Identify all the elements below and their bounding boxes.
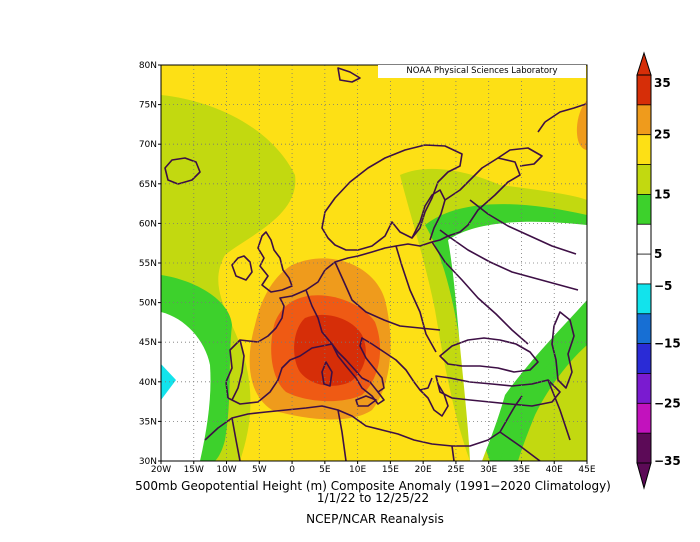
lon-tick-label: 35E: [513, 465, 530, 475]
lime-region-southeast: [518, 345, 587, 461]
colorbar-label: 35: [654, 76, 671, 90]
border-spain-portugal: [231, 339, 245, 401]
lat-tick-label: 70N: [139, 140, 157, 150]
lat-tick-label: 30N: [139, 457, 157, 467]
colorbar-segment: [637, 75, 651, 106]
colorbar-segment: [637, 283, 651, 315]
latitude-axis: 80N 75N 70N 65N 60N 55N 50N 45N 40N 35N 30N: [139, 61, 161, 467]
colorbar: 35 25 15 5 −5 −15 −25 −35: [636, 51, 681, 490]
coast-sardinia: [321, 361, 333, 387]
lon-tick-label: 15E: [382, 465, 399, 475]
colorbar-segment: [637, 343, 651, 374]
colorbar-segment: [637, 433, 651, 464]
colorbar-label: −5: [654, 279, 672, 293]
colorbar-frame: [636, 74, 652, 464]
lat-tick-label: 55N: [139, 259, 157, 269]
border-saudi: [499, 431, 541, 461]
lon-tick-label: 45E: [578, 465, 595, 475]
coast-gulf-bothnia: [411, 189, 446, 241]
coast-italy: [331, 343, 385, 405]
lat-tick-label: 40N: [139, 378, 157, 388]
coast-white-sea: [497, 147, 543, 167]
longitude-axis: 20W 15W 10W 5W 0 5E 10E 15E 20E 25E 30E 35E 40E 45E: [151, 461, 596, 475]
border-morocco-algeria: [231, 417, 241, 461]
border-central: [334, 261, 441, 331]
lat-tick-label: 60N: [139, 219, 157, 229]
coast-turkey: [435, 375, 561, 407]
lon-tick-label: 20W: [151, 465, 171, 475]
coast-continent: [225, 235, 449, 399]
coast-ireland: [231, 255, 253, 281]
coast-caspian: [551, 311, 575, 389]
title-line-3: NCEP/NCAR Reanalysis: [306, 512, 444, 526]
colorbar-segment: [637, 134, 651, 165]
lat-tick-label: 45N: [139, 338, 157, 348]
coast-svalbard: [337, 67, 361, 83]
lon-tick-label: 40E: [546, 465, 563, 475]
lon-tick-label: 15W: [184, 465, 204, 475]
coast-novaya-zemlya: [537, 103, 587, 133]
lat-tick-label: 50N: [139, 299, 157, 309]
lon-tick-label: 10E: [349, 465, 366, 475]
colorbar-segment: [637, 373, 651, 404]
colorbar-segment: [637, 104, 651, 135]
coast-finland: [439, 157, 521, 237]
lon-tick-label: 5E: [319, 465, 331, 475]
lon-tick-label: 5W: [252, 465, 267, 475]
lat-tick-label: 35N: [139, 417, 157, 427]
border-russia-north: [469, 199, 577, 255]
coast-greece: [419, 383, 449, 417]
colorbar-label: −15: [654, 337, 681, 351]
title-line-2: 1/1/22 to 12/25/22: [316, 491, 430, 505]
orange-region-northeast: [576, 100, 587, 150]
lat-tick-label: 75N: [139, 101, 157, 111]
lon-tick-label: 25E: [447, 465, 464, 475]
colorbar-segment: [637, 194, 651, 225]
colorbar-segment: [637, 403, 651, 434]
coast-black-sea: [439, 337, 539, 373]
border-libya-egypt: [451, 445, 455, 461]
colorbar-segment: [637, 164, 651, 195]
colorbar-segment: [637, 313, 651, 344]
border-france-germany: [305, 289, 333, 345]
coast-great-britain: [257, 231, 293, 293]
lon-tick-label: 30E: [480, 465, 497, 475]
title-line-1: 500mb Geopotential Height (m) Composite …: [135, 479, 611, 493]
colorbar-label: 25: [654, 128, 671, 142]
colorbar-label: 5: [654, 247, 662, 261]
coast-iceland: [164, 157, 201, 185]
colorbar-segment: [637, 224, 651, 255]
colorbar-label: −25: [654, 396, 681, 410]
lat-tick-label: 65N: [139, 180, 157, 190]
colorbar-segment: [637, 254, 651, 285]
graticule: [161, 65, 587, 461]
colorbar-label: −35: [654, 454, 681, 468]
white-region-west: [161, 312, 211, 461]
border-east-2: [431, 241, 529, 345]
coast-levant: [499, 395, 523, 433]
border-iran-iraq: [547, 379, 571, 441]
border-algeria-libya: [337, 409, 347, 461]
lon-tick-label: 20E: [415, 465, 432, 475]
border-east-3: [447, 235, 579, 291]
colorbar-label: 15: [654, 187, 671, 201]
credit-label: NOAA Physical Sciences Laboratory: [378, 65, 586, 78]
cyan-region-west: [161, 364, 176, 400]
colorbar-top-arrow: [636, 51, 652, 76]
coast-scandinavia: [321, 144, 463, 251]
lat-tick-label: 80N: [139, 61, 157, 71]
lon-tick-label: 0: [289, 465, 295, 475]
lon-tick-label: 10W: [216, 465, 236, 475]
